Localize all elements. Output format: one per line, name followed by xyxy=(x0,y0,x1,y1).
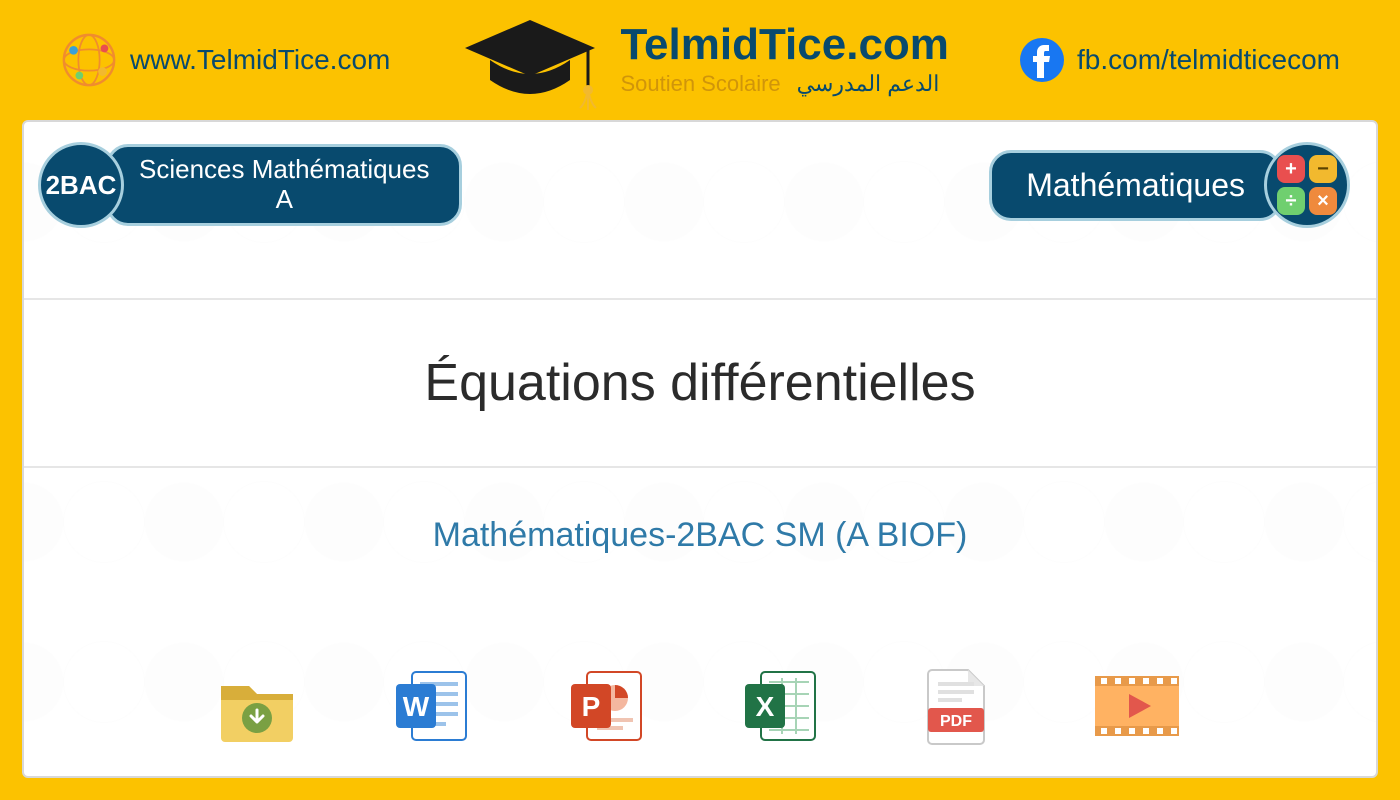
graduation-cap-icon xyxy=(460,10,600,110)
site-link[interactable]: www.TelmidTice.com xyxy=(60,31,390,89)
svg-text:W: W xyxy=(402,691,429,722)
facebook-icon xyxy=(1019,37,1065,83)
level-badge: 2BAC xyxy=(38,142,124,228)
pdf-file-icon[interactable]: PDF xyxy=(914,664,998,748)
multiply-icon: × xyxy=(1309,187,1337,215)
subject-badge: Mathématiques xyxy=(989,150,1282,221)
globe-icon xyxy=(60,31,118,89)
powerpoint-file-icon[interactable]: P xyxy=(565,664,649,748)
lesson-subtitle: Mathématiques-2BAC SM (A BIOF) xyxy=(24,516,1376,555)
content-card: 2BAC Sciences Mathématiques A Mathématiq… xyxy=(22,120,1378,778)
site-url-text: www.TelmidTice.com xyxy=(130,44,390,76)
stream-line-1: Sciences Mathématiques xyxy=(139,155,429,185)
header-bar: www.TelmidTice.com TelmidTice.com Soutie… xyxy=(0,0,1400,120)
download-folder-icon[interactable] xyxy=(215,664,299,748)
svg-text:P: P xyxy=(581,691,600,722)
badge-row: 2BAC Sciences Mathématiques A Mathématiq… xyxy=(24,122,1376,228)
divide-icon: ÷ xyxy=(1277,187,1305,215)
brand-sub-fr: Soutien Scolaire xyxy=(620,71,780,97)
brand-name: TelmidTice.com xyxy=(620,23,948,67)
title-band: Équations différentielles xyxy=(24,298,1376,468)
svg-text:PDF: PDF xyxy=(940,713,972,730)
file-icon-row: W P X xyxy=(24,664,1376,748)
excel-file-icon[interactable]: X xyxy=(739,664,823,748)
brand-subtitle: Soutien Scolaire الدعم المدرسي xyxy=(620,71,948,97)
plus-icon: + xyxy=(1277,155,1305,183)
page-frame: www.TelmidTice.com TelmidTice.com Soutie… xyxy=(0,0,1400,800)
facebook-url-text: fb.com/telmidticecom xyxy=(1077,44,1340,76)
facebook-link[interactable]: fb.com/telmidticecom xyxy=(1019,37,1340,83)
video-file-icon[interactable] xyxy=(1089,664,1185,748)
brand-text: TelmidTice.com Soutien Scolaire الدعم ال… xyxy=(620,23,948,97)
minus-icon: − xyxy=(1309,155,1337,183)
math-ops-icon: + − ÷ × xyxy=(1264,142,1350,228)
stream-badge: Sciences Mathématiques A xyxy=(106,144,462,226)
brand-sub-ar: الدعم المدرسي xyxy=(797,71,940,97)
level-stream-badge: 2BAC Sciences Mathématiques A xyxy=(38,142,462,228)
stream-line-2: A xyxy=(139,185,429,215)
lesson-title: Équations différentielles xyxy=(424,353,975,413)
svg-text:X: X xyxy=(756,691,775,722)
subject-badge-group: Mathématiques + − ÷ × xyxy=(989,142,1350,228)
brand-logo[interactable]: TelmidTice.com Soutien Scolaire الدعم ال… xyxy=(460,10,948,110)
word-file-icon[interactable]: W xyxy=(390,664,474,748)
